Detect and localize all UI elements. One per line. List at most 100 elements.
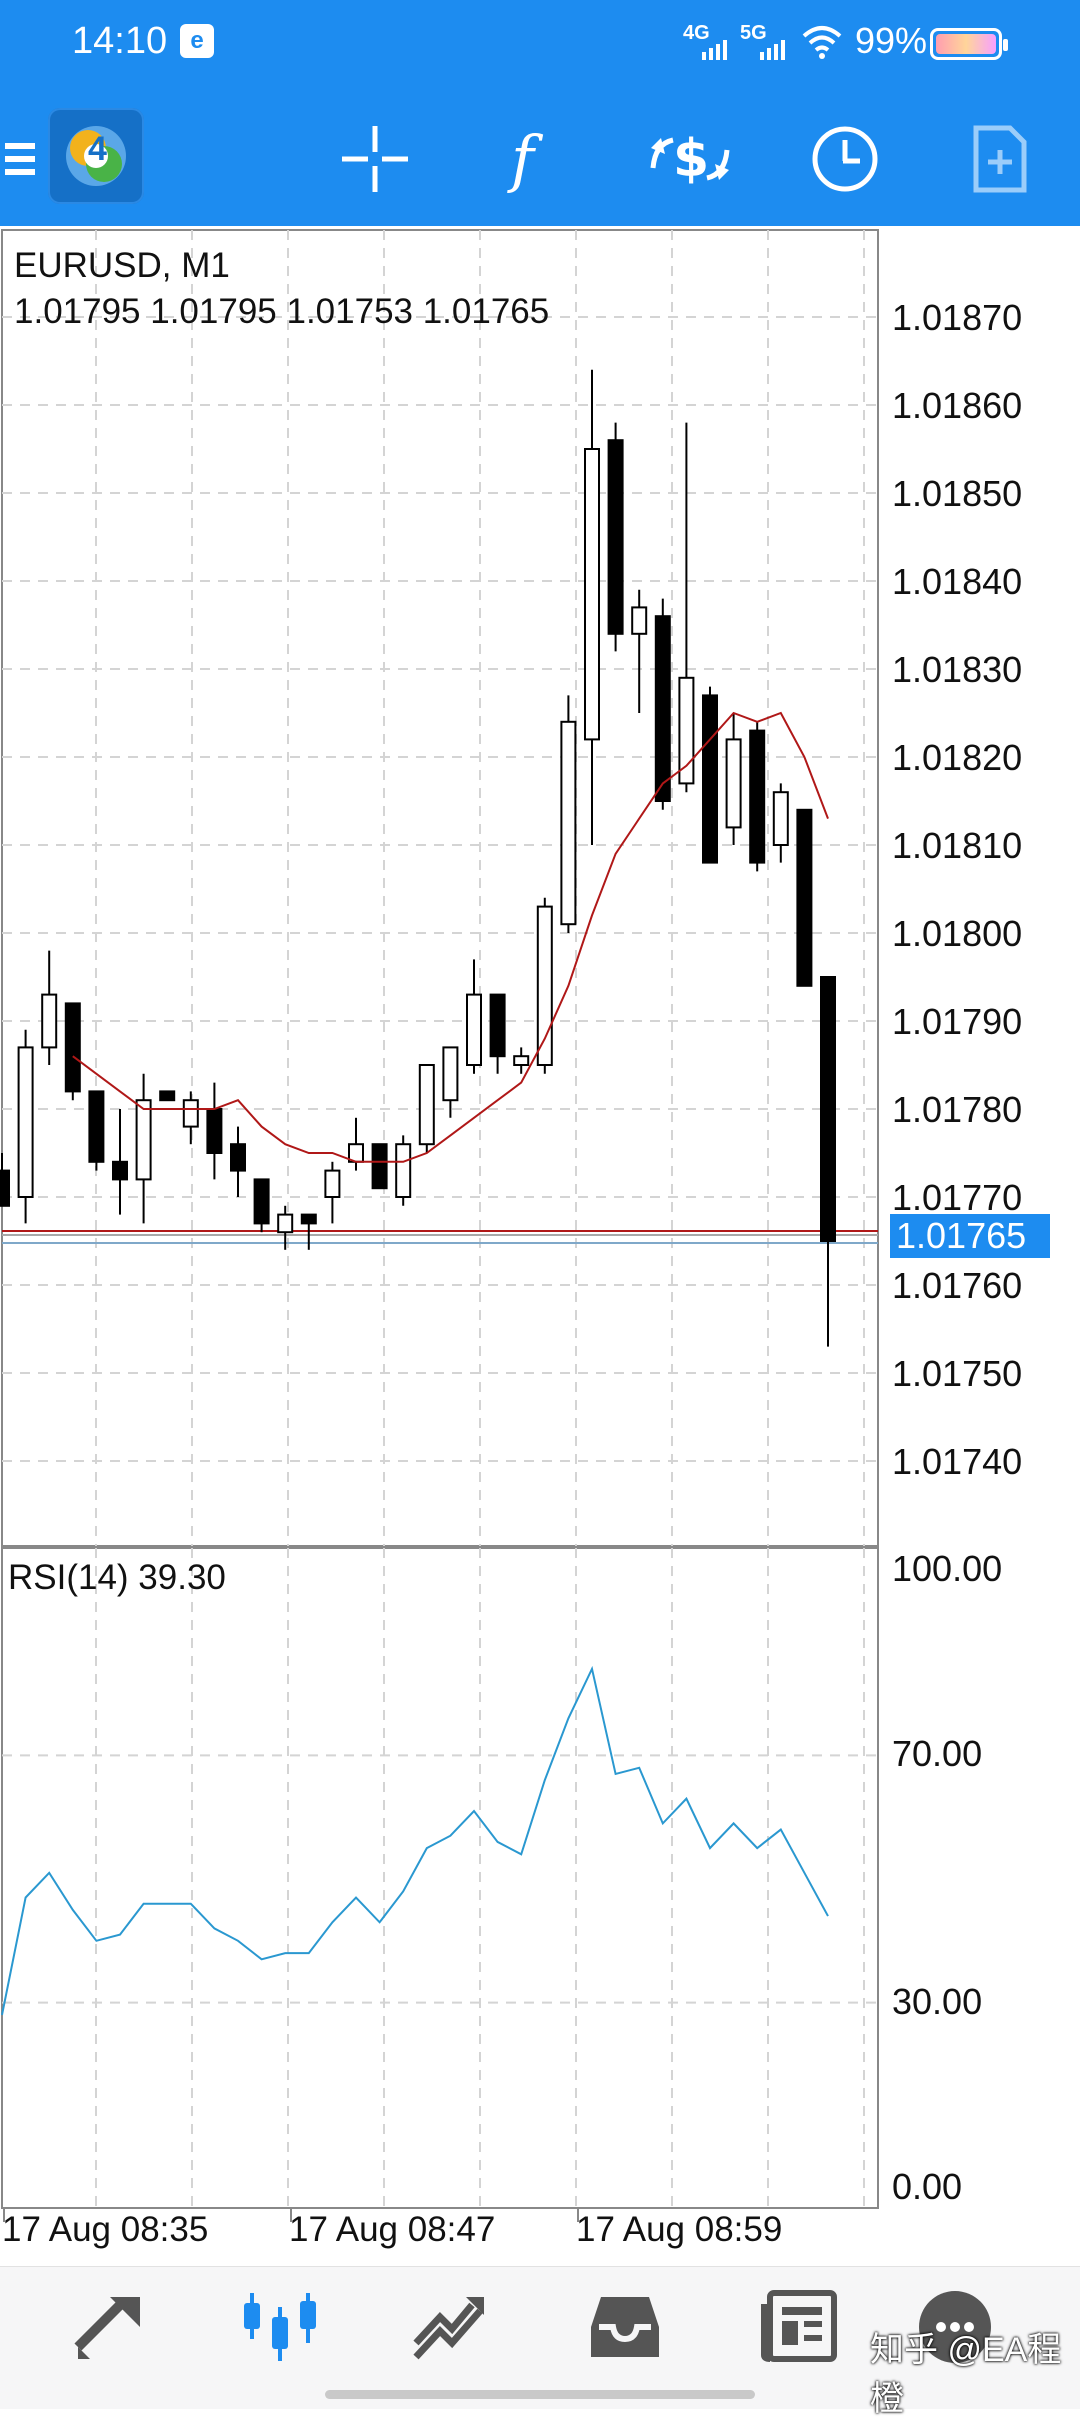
bear-candle	[371, 1143, 388, 1190]
status-bar: 14:10 e 4G 5G 99%	[0, 0, 1080, 92]
main-panel-border	[1, 229, 879, 1547]
bear-candle	[159, 1090, 176, 1102]
price-axis-label: 1.01750	[892, 1353, 1023, 1394]
moving-average-line	[72, 711, 829, 1163]
bull-candle	[41, 993, 58, 1049]
mt4-logo[interactable]: 4	[48, 108, 144, 204]
menu-button[interactable]	[0, 92, 40, 226]
wifi-icon	[802, 26, 842, 59]
template-icon	[973, 125, 1027, 193]
indicators-button[interactable]: f	[490, 92, 570, 226]
timeframe-button[interactable]	[800, 92, 890, 226]
bull-candle	[466, 993, 482, 1066]
nav-news[interactable]	[735, 2267, 865, 2387]
chart-ohlc: 1.01795 1.01795 1.01753 1.01765	[14, 292, 550, 331]
chart-symbol: EURUSD, M1	[14, 246, 230, 285]
price-axis-label: 1.01800	[892, 913, 1023, 954]
symbol-icon: $	[650, 129, 730, 189]
nav-quotes[interactable]	[45, 2267, 175, 2387]
bear-candle	[230, 1143, 246, 1172]
current-price-label: 1.01765	[890, 1214, 1050, 1258]
price-axis-label: 1.01760	[892, 1265, 1023, 1306]
indicators-icon: f	[507, 124, 544, 194]
crosshair-button[interactable]	[330, 92, 420, 226]
bear-candle	[300, 1213, 317, 1225]
rsi-axis-label: 0.00	[892, 2166, 963, 2207]
bull-candle	[418, 1064, 435, 1146]
timeframe-icon	[812, 126, 878, 192]
signal-bars-icon	[702, 40, 727, 60]
bull-candle	[536, 905, 553, 1066]
bull-candle	[513, 1055, 530, 1066]
trade-icon	[413, 2297, 484, 2360]
bull-candle	[560, 720, 577, 926]
bottom-nav	[0, 2266, 1080, 2409]
bear-candle	[489, 993, 506, 1058]
menu-icon	[5, 143, 35, 175]
nav-chart[interactable]	[215, 2267, 345, 2387]
price-axis-label: 1.01740	[892, 1441, 1023, 1482]
price-axis-label: 1.01810	[892, 825, 1023, 866]
quotes-icon	[74, 2297, 140, 2359]
bull-candle	[17, 1046, 34, 1199]
rsi-axis-label: 70.00	[892, 1733, 983, 1775]
time-axis-label: 17 Aug 08:59	[576, 2210, 783, 2249]
mt4-logo-number: 4	[88, 130, 107, 168]
bear-candle	[64, 1002, 81, 1093]
bull-candle	[442, 1046, 459, 1102]
bear-candle	[88, 1090, 105, 1163]
nav-history[interactable]	[560, 2267, 690, 2387]
svg-text:$: $	[673, 129, 709, 189]
battery-icon	[930, 28, 1008, 60]
history-icon	[591, 2297, 659, 2357]
price-axis-label: 1.01780	[892, 1089, 1023, 1130]
network-5g-icon: 5G	[740, 22, 767, 44]
rsi-axis-label: 30.00	[892, 1980, 983, 2022]
bull-candle	[395, 1143, 412, 1198]
bull-candle	[277, 1213, 294, 1234]
bull-candle	[725, 738, 742, 829]
nav-settings[interactable]	[890, 2267, 1020, 2387]
watermark-text: 知乎 @EA程橙	[870, 2331, 1062, 2418]
bear-candle	[749, 729, 766, 864]
price-axis-label: 1.01840	[892, 561, 1023, 602]
price-axis-label: 1.01790	[892, 1001, 1023, 1042]
mt4-logo-icon	[66, 126, 126, 186]
bull-candle	[678, 676, 695, 785]
nav-trade[interactable]	[385, 2267, 515, 2387]
home-indicator[interactable]	[325, 2390, 755, 2399]
chart-icon	[244, 2293, 316, 2361]
rsi-title: RSI(14) 39.30	[8, 1558, 226, 1597]
bear-candle	[253, 1178, 270, 1225]
bear-candle	[796, 808, 813, 987]
bull-candle	[182, 1099, 199, 1128]
bear-candle	[607, 439, 624, 635]
time-axis-label: 17 Aug 08:35	[2, 2210, 209, 2249]
app-notification-icon: e	[180, 24, 214, 58]
bull-candle	[584, 448, 600, 741]
bear-candle	[702, 694, 718, 864]
top-toolbar: f $	[0, 92, 1080, 226]
time-axis-label: 17 Aug 08:47	[289, 2210, 496, 2249]
crosshair-icon	[342, 126, 408, 192]
rsi-line	[1, 1665, 829, 2016]
bear-candle	[820, 976, 836, 1242]
candlestick-chart[interactable]	[0, 0, 1080, 2266]
battery-percent: 99%	[855, 20, 928, 61]
price-axis-label: 1.01830	[892, 649, 1023, 690]
signal-bars-icon-2	[760, 40, 785, 60]
symbols-button[interactable]: $	[640, 92, 740, 226]
rsi-panel-border	[1, 1547, 879, 2209]
price-axis-label: 1.01860	[892, 385, 1023, 426]
settings-icon	[919, 2291, 991, 2363]
bear-candle	[0, 1169, 10, 1207]
price-axis-label: 1.01770	[892, 1177, 1023, 1218]
price-axis-label: 1.01850	[892, 473, 1023, 514]
price-axis-label: 1.01870	[892, 297, 1023, 338]
template-button[interactable]	[960, 92, 1040, 226]
bull-candle	[135, 1099, 152, 1181]
bear-candle	[206, 1108, 223, 1154]
bear-candle	[112, 1160, 128, 1181]
bear-candle	[654, 615, 671, 803]
bull-candle	[324, 1169, 341, 1198]
